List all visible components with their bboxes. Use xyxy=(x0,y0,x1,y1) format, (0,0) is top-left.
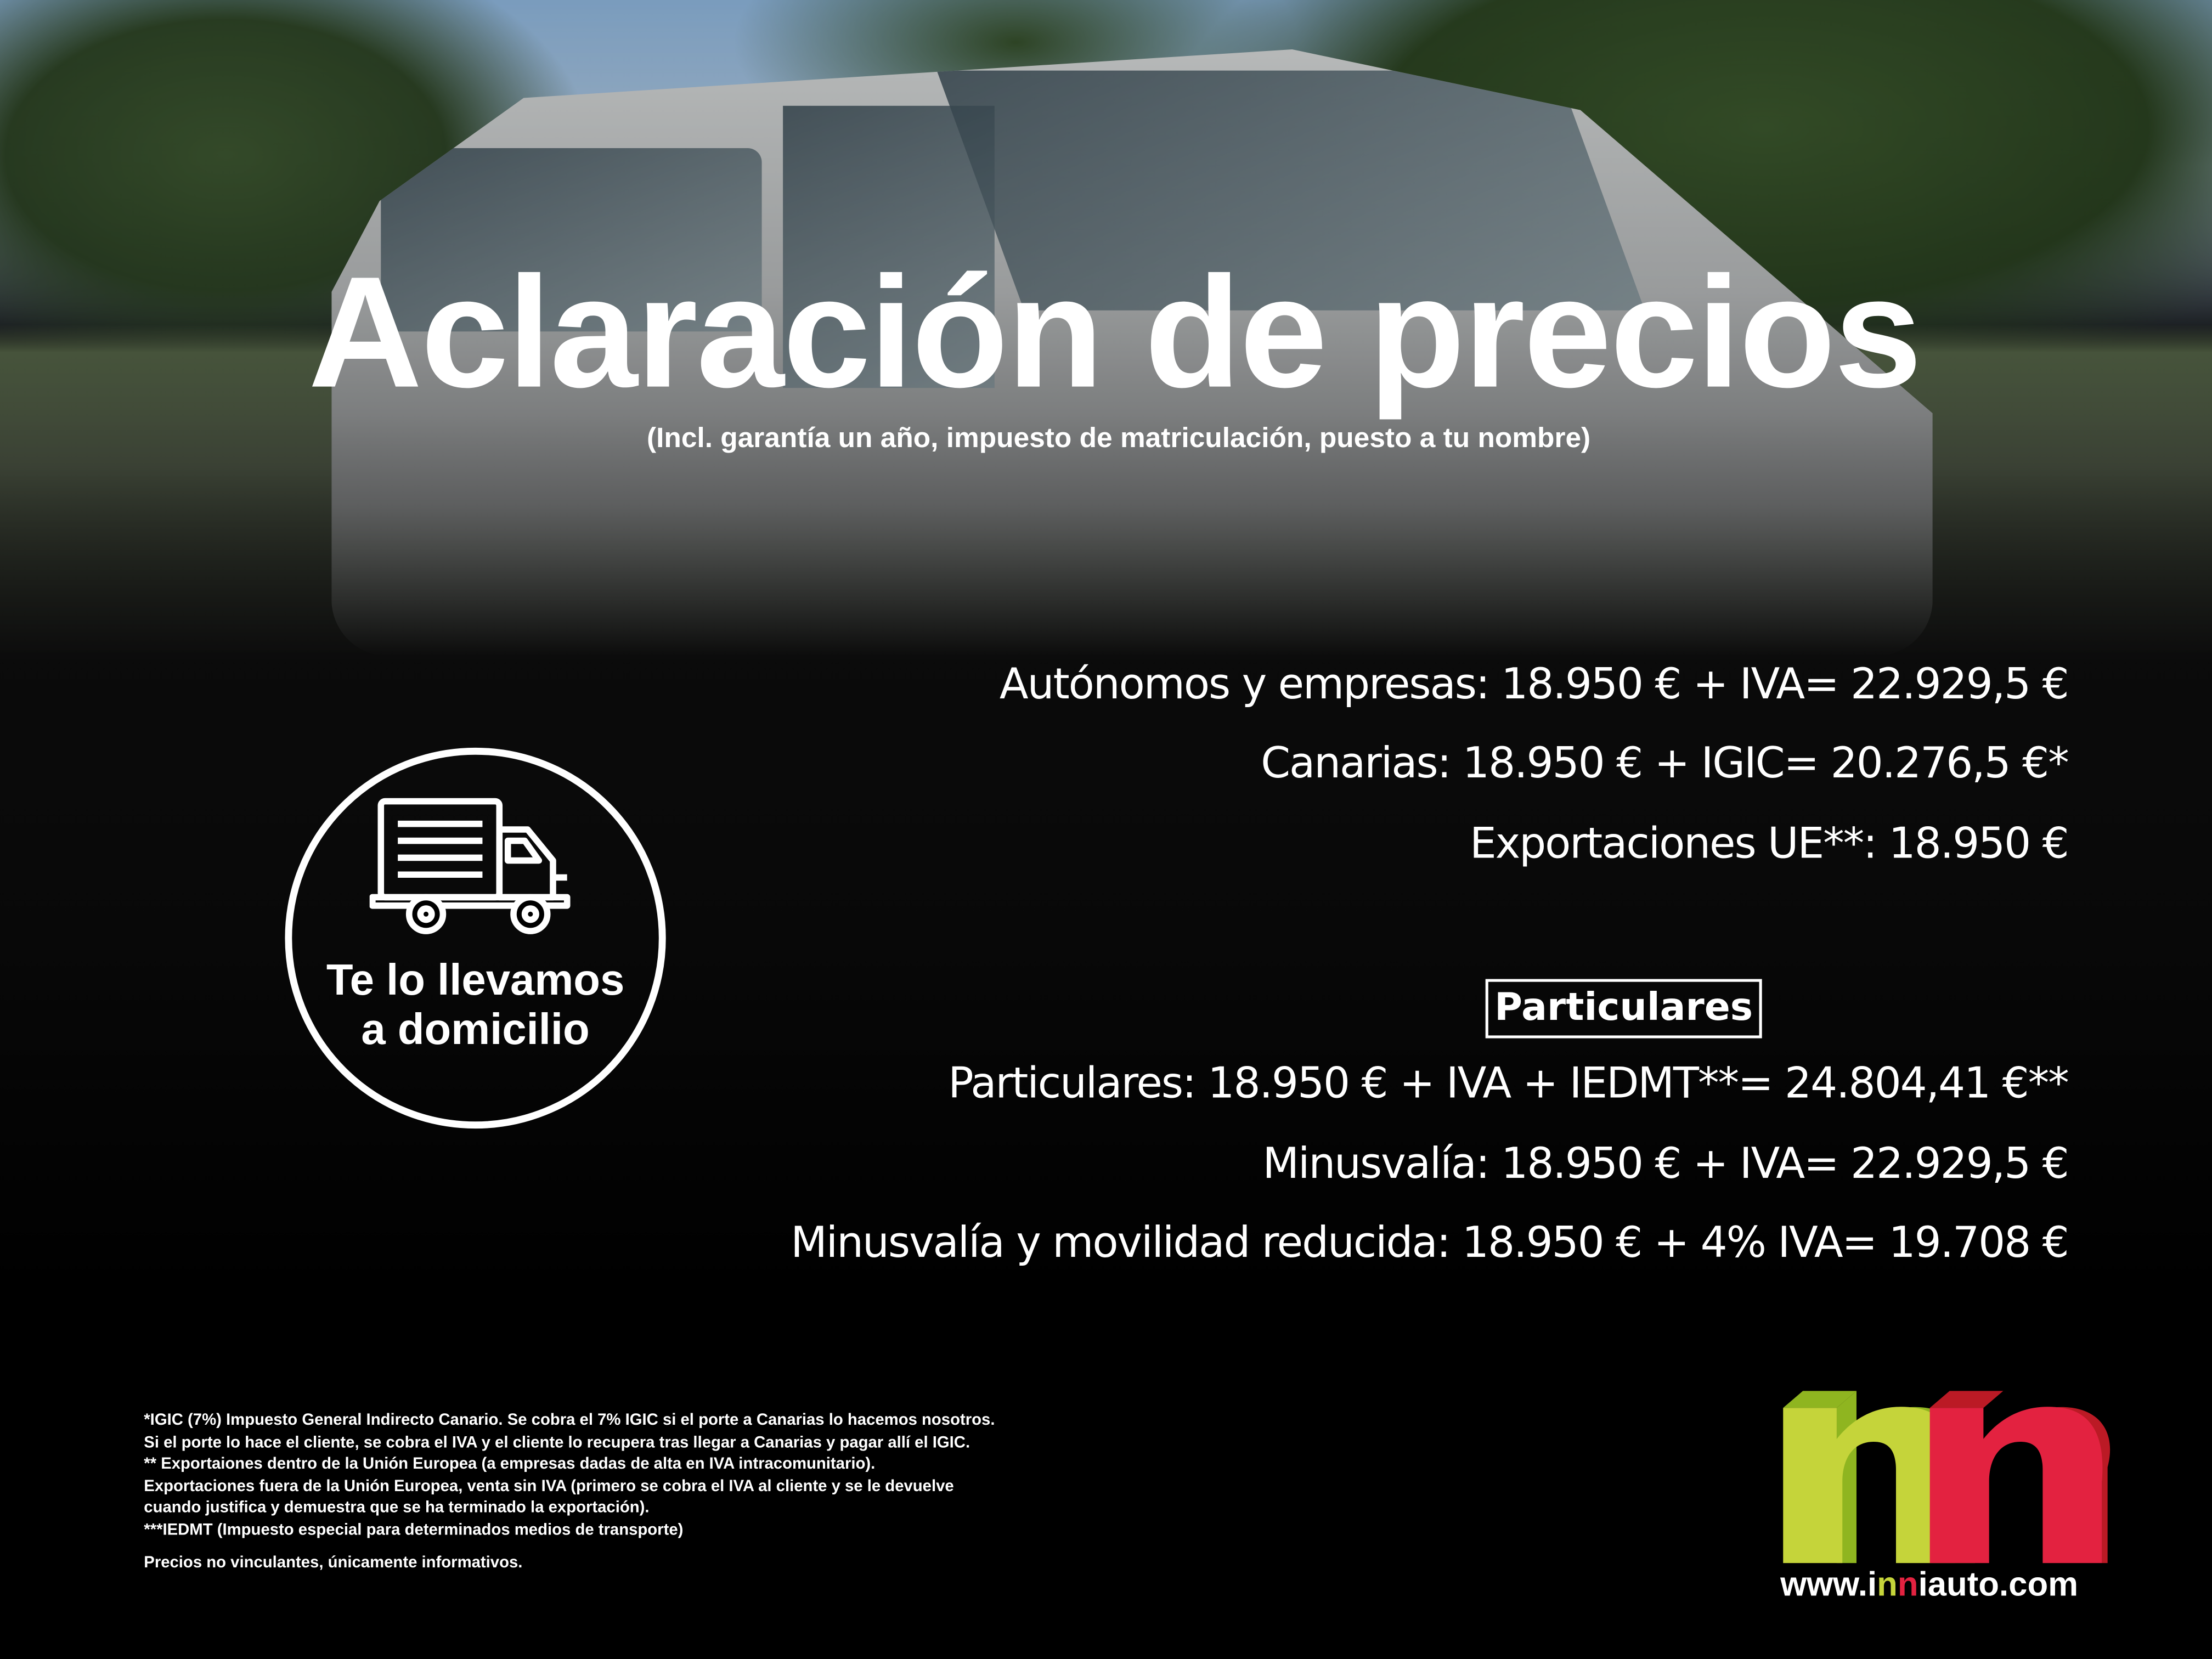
delivery-line-1: Te lo llevamos xyxy=(326,955,625,1005)
delivery-line-2: a domicilio xyxy=(361,1004,590,1054)
price-minusvalia: Minusvalía: 18.950 € + IVA= 22.929,5 € xyxy=(1262,1139,2069,1189)
url-part: iauto.com xyxy=(1918,1566,2079,1604)
disclaimer: Precios no vinculantes, únicamente infor… xyxy=(144,1554,523,1572)
price-particulares: Particulares: 18.950 € + IVA + IEDMT**= … xyxy=(948,1059,2069,1109)
footnote-line: cuando justifica y demuestra que se ha t… xyxy=(144,1499,650,1517)
footnote-line: Exportaciones fuera de la Unión Europea,… xyxy=(144,1477,954,1495)
url-part: n xyxy=(1877,1566,1898,1604)
footnote-line: Si el porte lo hace el cliente, se cobra… xyxy=(144,1434,970,1451)
inniauto-logo xyxy=(1783,1391,2111,1564)
price-movilidad-reducida: Minusvalía y movilidad reducida: 18.950 … xyxy=(791,1218,2069,1268)
delivery-truck-icon xyxy=(369,798,571,934)
footnote-line: *IGIC (7%) Impuesto General Indirecto Ca… xyxy=(144,1412,995,1429)
footnote-line: ** Exportaiones dentro de la Unión Europ… xyxy=(144,1455,876,1473)
particulares-heading: Particulares xyxy=(1485,979,1762,1039)
page-title: Aclaración de precios xyxy=(308,244,1922,421)
url-part: n xyxy=(1897,1566,1918,1604)
footnotes: *IGIC (7%) Impuesto General Indirecto Ca… xyxy=(144,1410,995,1575)
url-part: www.i xyxy=(1780,1566,1877,1604)
website-url: www.inniauto.com xyxy=(1780,1566,2078,1605)
subtitle: (Incl. garantía un año, impuesto de matr… xyxy=(646,423,1591,454)
footnote-line: ***IEDMT (Impuesto especial para determi… xyxy=(144,1521,684,1539)
price-canarias: Canarias: 18.950 € + IGIC= 20.276,5 €* xyxy=(1261,739,2069,789)
delivery-badge-text: Te lo llevamos a domicilio xyxy=(285,955,665,1054)
price-exportaciones: Exportaciones UE**: 18.950 € xyxy=(1469,819,2069,869)
price-autonomos: Autónomos y empresas: 18.950 € + IVA= 22… xyxy=(999,660,2069,710)
